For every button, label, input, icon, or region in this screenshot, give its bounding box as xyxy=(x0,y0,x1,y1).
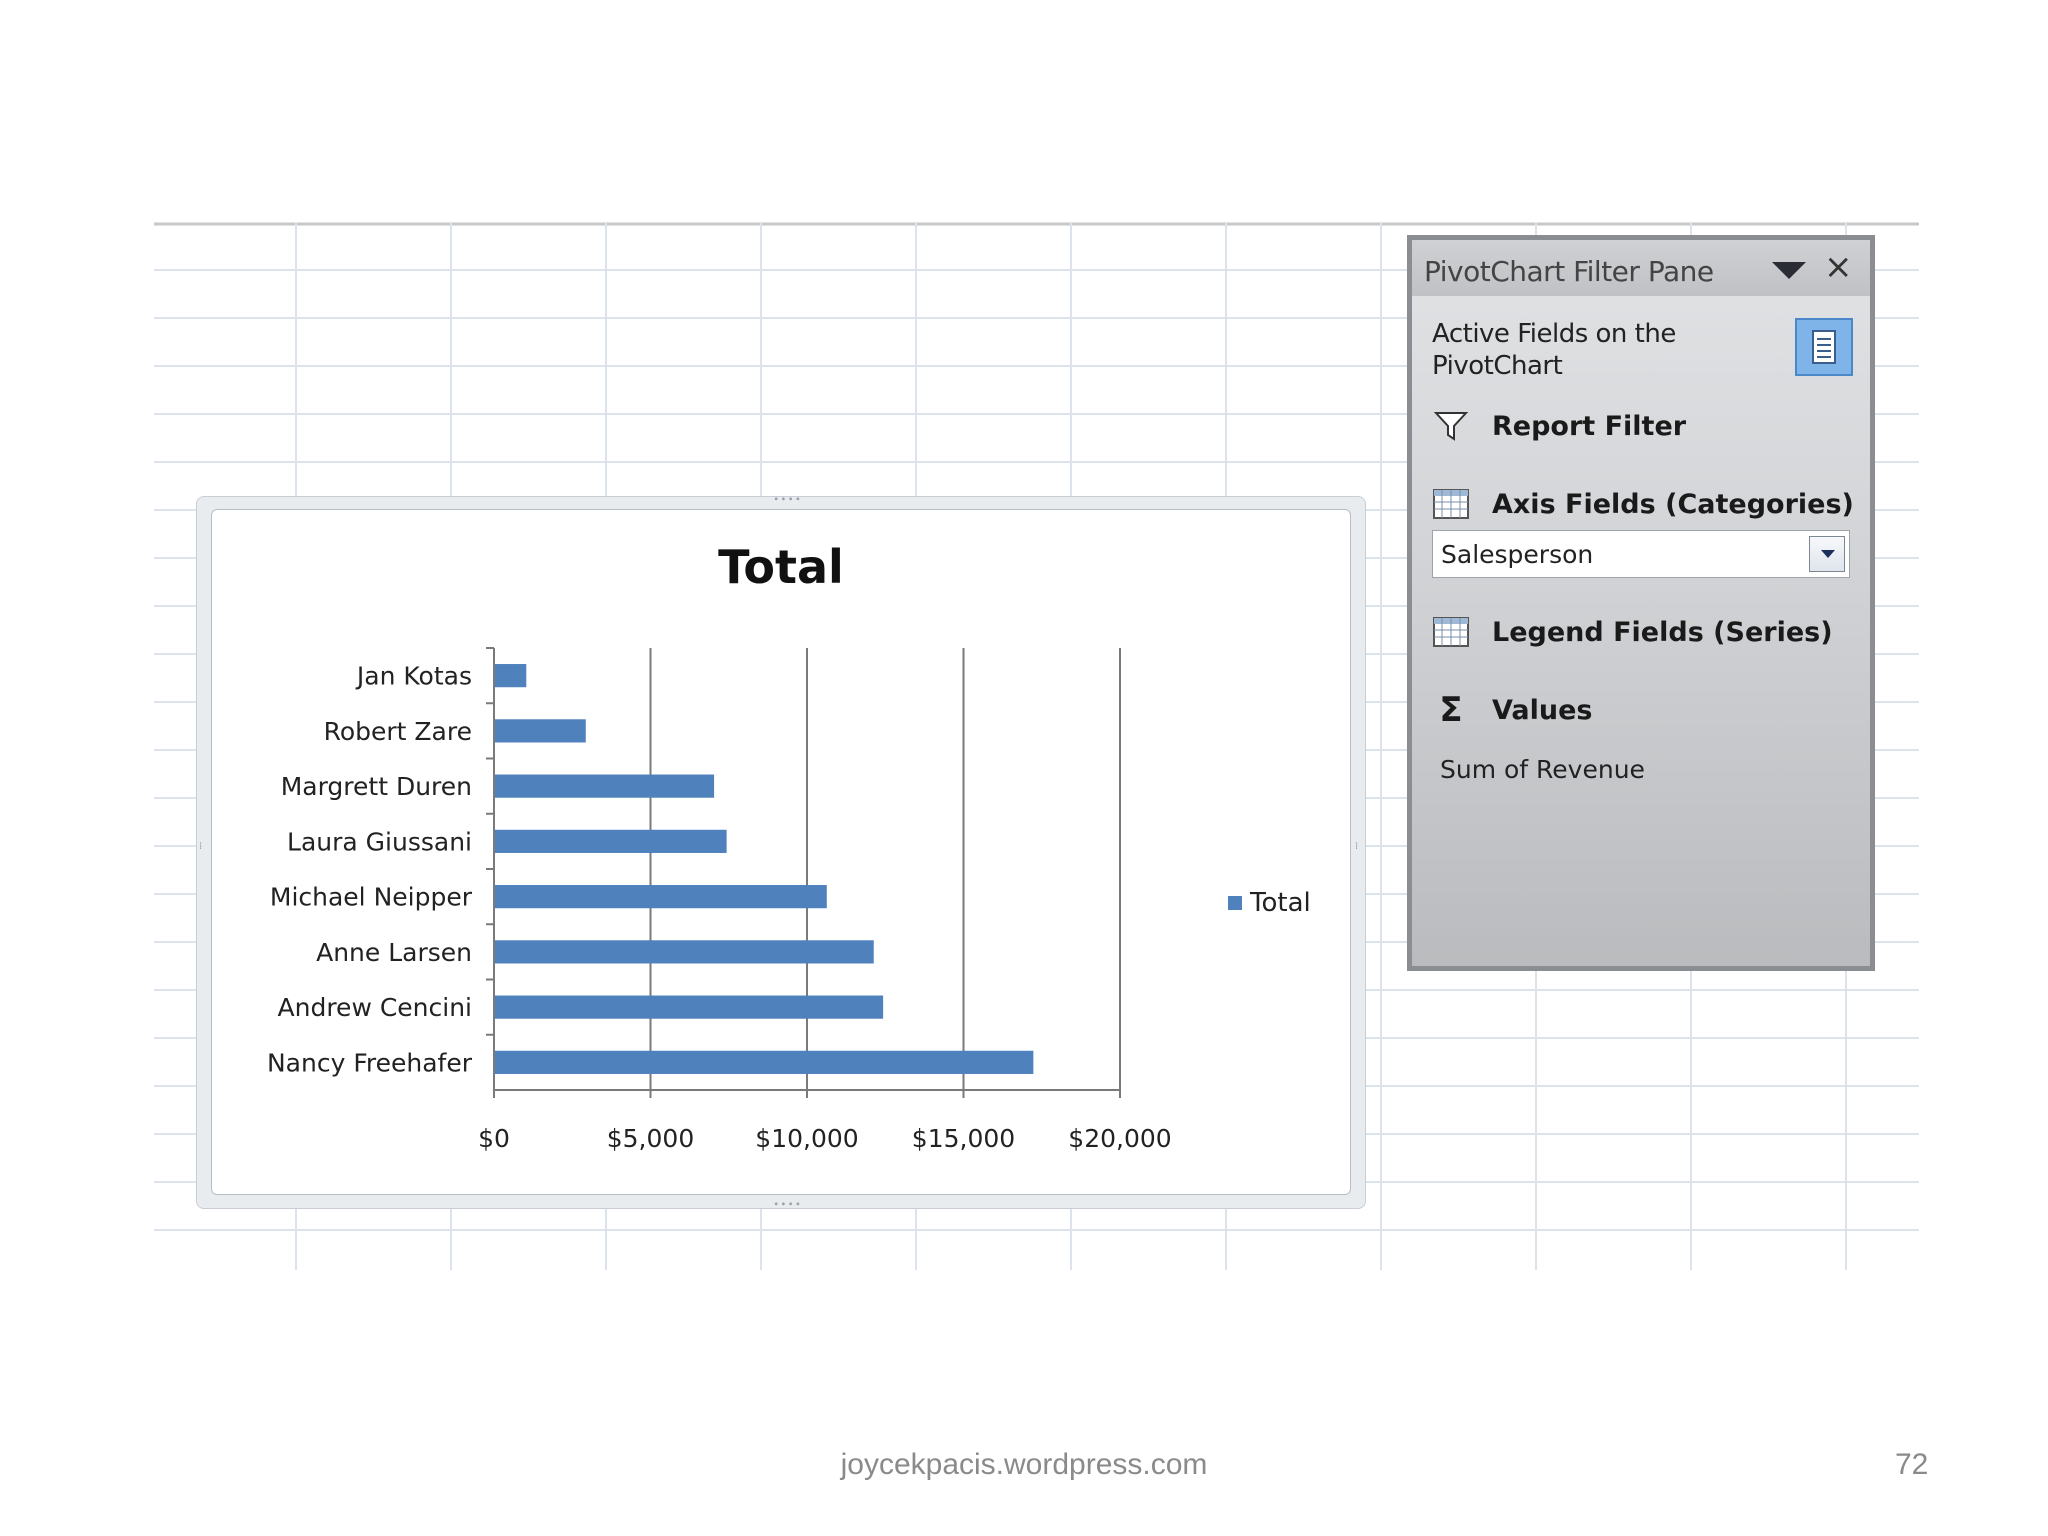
legend-swatch-total xyxy=(1228,896,1242,910)
resize-handle-left[interactable]: ⁞ xyxy=(199,841,204,852)
values-field-item[interactable]: Sum of Revenue xyxy=(1440,755,1645,784)
field-list-button[interactable] xyxy=(1795,318,1853,376)
x-tick-label: $15,000 xyxy=(912,1124,1015,1153)
category-label: Nancy Freehafer xyxy=(267,1048,473,1077)
pane-description: Active Fields on the PivotChart xyxy=(1432,319,1676,381)
chart-legend[interactable]: Total xyxy=(1228,888,1311,918)
category-label: Michael Neipper xyxy=(270,883,473,912)
legend-label-total: Total xyxy=(1250,888,1311,918)
plot-area[interactable]: $0 $5,000 $10,000 $15,000 $20,000 Jan Kotas Ro… xyxy=(212,510,1352,1196)
report-filter-label: Report Filter xyxy=(1492,410,1687,442)
chart-title[interactable]: Total xyxy=(718,540,844,594)
filter-funnel-icon xyxy=(1432,410,1470,442)
bar[interactable] xyxy=(495,1050,1034,1074)
table-grid-icon xyxy=(1432,488,1470,520)
bar[interactable] xyxy=(495,664,527,688)
values-label: Values xyxy=(1492,694,1593,726)
bar[interactable] xyxy=(495,829,727,853)
x-tick-label: $10,000 xyxy=(755,1124,858,1153)
dropdown-value: Salesperson xyxy=(1441,540,1594,569)
pivotchart-filter-pane[interactable]: PivotChart Filter Pane × Active Fields o… xyxy=(1407,235,1875,971)
dropdown-arrow-icon[interactable] xyxy=(1809,536,1845,572)
x-tick-label: $5,000 xyxy=(607,1124,694,1153)
page-number: 72 xyxy=(1895,1448,1929,1481)
salesperson-dropdown[interactable]: Salesperson xyxy=(1432,530,1850,578)
resize-handle-right[interactable]: ⁞ xyxy=(1355,841,1360,852)
axis-fields-label: Axis Fields (Categories) xyxy=(1492,488,1854,520)
pane-header: PivotChart Filter Pane × xyxy=(1412,240,1870,296)
table-grid-icon xyxy=(1432,616,1470,648)
bar[interactable] xyxy=(495,885,827,909)
axis-fields-section[interactable]: Axis Fields (Categories) xyxy=(1432,488,1854,520)
legend-fields-section[interactable]: Legend Fields (Series) xyxy=(1432,616,1833,648)
legend-fields-label: Legend Fields (Series) xyxy=(1492,616,1833,648)
resize-handle-top[interactable]: ∙∙∙∙ xyxy=(773,494,803,505)
values-section[interactable]: Σ Values xyxy=(1432,690,1593,730)
sigma-icon: Σ xyxy=(1439,690,1463,730)
category-label: Margrett Duren xyxy=(281,772,472,801)
resize-handle-bottom[interactable]: ∙∙∙∙ xyxy=(773,1199,803,1210)
category-label: Laura Giussani xyxy=(287,827,472,856)
document-icon xyxy=(1812,330,1836,364)
close-icon[interactable]: × xyxy=(1824,247,1853,287)
pivot-chart[interactable]: ∙∙∙∙ ∙∙∙∙ ⁞ ⁞ Total $0 $5,000 $10,000 $15,0… xyxy=(196,494,1366,1210)
x-tick-label: $0 xyxy=(478,1124,510,1153)
bar[interactable] xyxy=(495,774,715,798)
category-label: Anne Larsen xyxy=(316,938,472,967)
bar[interactable] xyxy=(495,940,874,964)
footer-source: joycekpacis.wordpress.com xyxy=(840,1448,1208,1481)
pane-menu-chevron-icon[interactable] xyxy=(1772,262,1806,279)
x-tick-label: $20,000 xyxy=(1068,1124,1171,1153)
chart-area[interactable]: Total $0 $5,000 $10,000 $15,000 $20,000 Jan K… xyxy=(211,509,1351,1195)
category-label: Jan Kotas xyxy=(355,662,472,691)
pane-title: PivotChart Filter Pane xyxy=(1424,255,1714,288)
category-label: Andrew Cencini xyxy=(278,993,472,1022)
bar[interactable] xyxy=(495,995,884,1019)
report-filter-section[interactable]: Report Filter xyxy=(1432,410,1686,442)
bar[interactable] xyxy=(495,719,586,743)
category-label: Robert Zare xyxy=(324,717,472,746)
